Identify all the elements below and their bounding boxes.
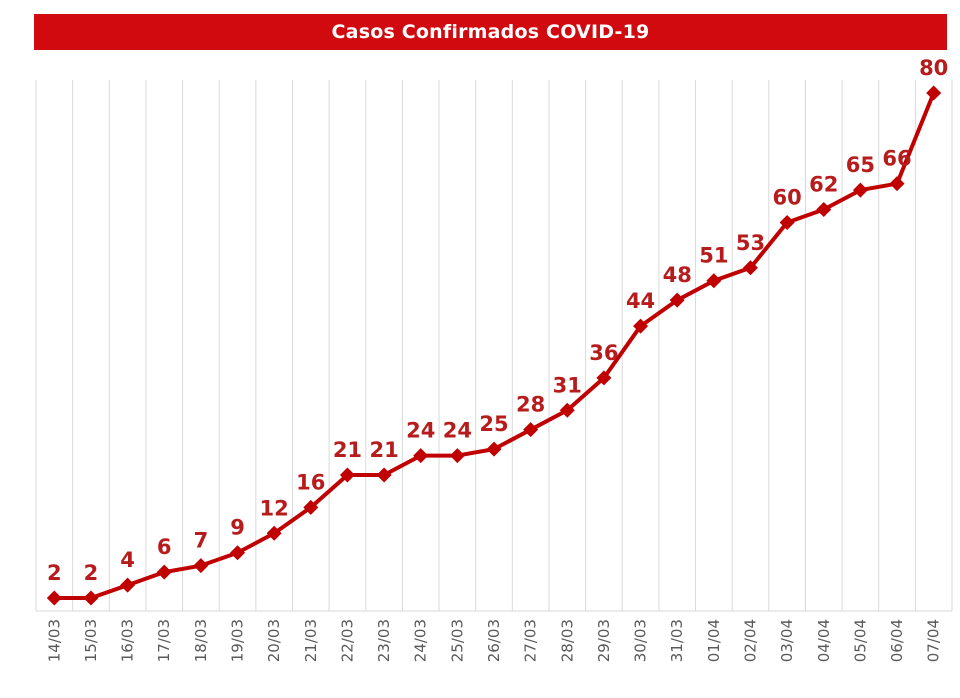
x-tick-label: 18/03 — [192, 619, 210, 662]
data-label: 65 — [846, 153, 875, 177]
data-label: 53 — [736, 231, 765, 255]
x-tick-label: 17/03 — [155, 619, 173, 662]
data-label: 62 — [809, 173, 838, 197]
data-label: 80 — [919, 56, 948, 80]
x-tick-label: 07/04 — [925, 619, 943, 662]
data-point-marker — [339, 467, 355, 483]
data-point-marker — [889, 176, 905, 192]
data-point-marker — [816, 202, 832, 218]
data-label: 6 — [157, 535, 172, 559]
data-point-marker — [266, 525, 282, 541]
data-point-marker — [193, 558, 209, 574]
data-label: 12 — [260, 496, 289, 520]
x-tick-label: 22/03 — [338, 619, 356, 662]
x-tick-label: 05/04 — [851, 619, 869, 662]
data-point-marker — [706, 273, 722, 289]
x-tick-label: 29/03 — [595, 619, 613, 662]
data-label: 24 — [406, 419, 435, 443]
data-point-marker — [413, 448, 429, 464]
data-point-marker — [523, 422, 539, 438]
data-point-marker — [926, 85, 942, 101]
chart-title: Casos Confirmados COVID-19 — [331, 21, 650, 43]
data-point-marker — [852, 182, 868, 198]
x-tick-label: 24/03 — [412, 619, 430, 662]
x-tick-label: 06/04 — [888, 619, 906, 662]
data-label: 31 — [553, 373, 582, 397]
x-tick-label: 26/03 — [485, 619, 503, 662]
x-tick-label: 30/03 — [632, 619, 650, 662]
x-tick-label: 20/03 — [265, 619, 283, 662]
data-label: 51 — [699, 244, 728, 268]
x-tick-label: 16/03 — [119, 619, 137, 662]
x-tick-label: 01/04 — [705, 619, 723, 662]
x-tick-label: 27/03 — [522, 619, 540, 662]
x-tick-label: 15/03 — [82, 619, 100, 662]
data-point-marker — [596, 370, 612, 386]
data-point-marker — [449, 448, 465, 464]
data-point-marker — [633, 318, 649, 334]
data-point-marker — [83, 590, 99, 606]
data-label: 7 — [194, 529, 209, 553]
x-tick-label: 21/03 — [302, 619, 320, 662]
data-label: 2 — [84, 561, 99, 585]
series-line — [52, 90, 936, 601]
data-label: 25 — [479, 412, 508, 436]
data-point-marker — [303, 499, 319, 515]
x-axis-ticks: 14/03 15/03 16/03 17/03 18/03 19/03 20/03 21/03… — [45, 619, 942, 662]
data-label: 16 — [296, 470, 325, 494]
x-tick-label: 31/03 — [668, 619, 686, 662]
x-tick-label: 02/04 — [741, 619, 759, 662]
data-point-marker — [230, 545, 246, 561]
data-label: 2 — [47, 561, 62, 585]
series-confirmed-cases — [46, 85, 942, 606]
data-label: 21 — [369, 438, 398, 462]
data-point-marker — [486, 441, 502, 457]
data-label: 24 — [443, 419, 472, 443]
data-point-marker — [559, 402, 575, 418]
data-label: 44 — [626, 289, 655, 313]
data-point-marker — [120, 577, 136, 593]
data-label: 36 — [589, 341, 618, 365]
x-tick-label: 14/03 — [45, 619, 63, 662]
data-label: 9 — [230, 516, 245, 540]
data-point-marker — [46, 590, 62, 606]
data-label: 48 — [663, 263, 692, 287]
x-tick-label: 25/03 — [448, 619, 466, 662]
x-tick-label: 19/03 — [229, 619, 247, 662]
x-tick-label: 03/04 — [778, 619, 796, 662]
chart-title-bar: Casos Confirmados COVID-19 — [34, 14, 947, 50]
x-tick-label: 23/03 — [375, 619, 393, 662]
data-point-marker — [156, 564, 172, 580]
data-label: 4 — [120, 548, 135, 572]
x-tick-label: 28/03 — [558, 619, 576, 662]
x-tick-label: 04/04 — [815, 619, 833, 662]
data-point-marker — [742, 260, 758, 276]
data-label: 66 — [882, 147, 911, 171]
data-point-marker — [779, 214, 795, 230]
data-point-marker — [376, 467, 392, 483]
data-label: 60 — [773, 185, 802, 209]
grid-lines — [35, 80, 953, 612]
data-point-marker — [669, 292, 685, 308]
data-label: 28 — [516, 393, 545, 417]
data-label: 21 — [333, 438, 362, 462]
